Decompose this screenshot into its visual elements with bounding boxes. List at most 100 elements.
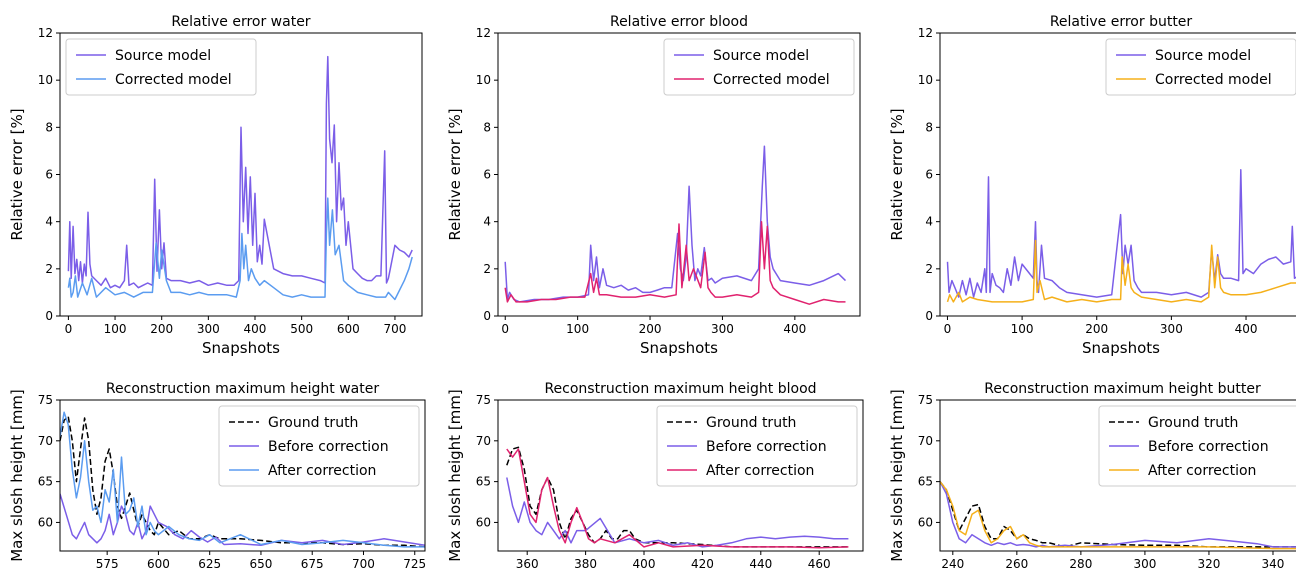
series-line-water-error-0 bbox=[67, 55, 413, 289]
x-tick-label: 200 bbox=[1085, 322, 1108, 336]
legend-label: Corrected model bbox=[115, 72, 232, 88]
chart-panel-blood-error: 0 2 4 6 8 10 12 0 100 200 300 400 Relative error blo… bbox=[446, 14, 861, 357]
y-tick-label: 2 bbox=[925, 262, 933, 276]
y-tick-label: 4 bbox=[483, 215, 491, 229]
x-tick-label: 400 bbox=[1235, 322, 1258, 336]
y-tick-label: 2 bbox=[483, 262, 491, 276]
x-tick-label: 240 bbox=[941, 557, 964, 571]
legend: Ground truth Before correction After corre… bbox=[218, 405, 420, 487]
y-tick-label: 2 bbox=[45, 262, 53, 276]
x-tick-label: 725 bbox=[403, 557, 426, 571]
y-tick-label: 60 bbox=[476, 515, 491, 529]
x-tick-label: 200 bbox=[150, 322, 173, 336]
legend-label: After correction bbox=[1148, 463, 1256, 479]
series-line-butter-height-0 bbox=[940, 481, 1296, 548]
x-axis-label: Snapshots bbox=[1082, 339, 1160, 357]
plot-frame bbox=[59, 399, 426, 552]
y-tick-label: 8 bbox=[483, 120, 491, 134]
legend-label: Source model bbox=[1155, 48, 1251, 64]
chart-panel-water-height: 60 65 70 75 575 600 625 650 675 700 725 Reconstruct… bbox=[8, 381, 426, 571]
x-tick-label: 460 bbox=[808, 557, 831, 571]
y-tick-label: 10 bbox=[476, 73, 491, 87]
x-tick-label: 700 bbox=[383, 322, 406, 336]
y-tick-label: 0 bbox=[483, 309, 491, 323]
chart-title: Relative error butter bbox=[1050, 14, 1193, 30]
y-tick-label: 10 bbox=[38, 73, 53, 87]
chart-panel-water-error: 0 2 4 6 8 10 12 0 100 200 300 400 500 600 700 Relative … bbox=[8, 14, 423, 357]
y-tick-label: 70 bbox=[476, 434, 491, 448]
x-tick-label: 400 bbox=[783, 322, 806, 336]
series-line-butter-height-1 bbox=[940, 481, 1296, 548]
y-tick-label: 6 bbox=[925, 168, 933, 182]
legend: Source model Corrected model bbox=[1105, 38, 1296, 96]
y-tick-label: 4 bbox=[45, 215, 53, 229]
chart-title: Reconstruction maximum height water bbox=[106, 381, 379, 397]
y-tick-label: 0 bbox=[45, 309, 53, 323]
y-tick-label: 65 bbox=[476, 475, 491, 489]
series-line-butter-error-0 bbox=[946, 169, 1296, 298]
y-axis-label: Relative error [%] bbox=[446, 108, 464, 240]
x-tick-label: 400 bbox=[244, 322, 267, 336]
legend-label: Corrected model bbox=[1155, 72, 1272, 88]
y-tick-label: 65 bbox=[38, 475, 53, 489]
legend-box bbox=[1105, 38, 1296, 96]
x-tick-label: 200 bbox=[639, 322, 662, 336]
y-tick-label: 8 bbox=[45, 120, 53, 134]
x-tick-label: 340 bbox=[1262, 557, 1285, 571]
series-line-butter-error-1 bbox=[946, 239, 1296, 303]
plot-frame bbox=[497, 399, 864, 552]
x-tick-label: 300 bbox=[711, 322, 734, 336]
y-tick-label: 4 bbox=[925, 215, 933, 229]
series-line-butter-height-2 bbox=[940, 481, 1296, 550]
y-tick-label: 8 bbox=[925, 120, 933, 134]
y-tick-label: 12 bbox=[38, 26, 53, 40]
x-tick-label: 0 bbox=[944, 322, 952, 336]
x-axis-label: Snapshots bbox=[202, 339, 280, 357]
chart-panel-butter-error: 0 2 4 6 8 10 12 0 100 200 300 400 Relative error but… bbox=[888, 14, 1296, 357]
legend-label: Before correction bbox=[706, 439, 827, 455]
series-line-water-height-0 bbox=[60, 415, 425, 548]
legend: Ground truth Before correction After corre… bbox=[1098, 405, 1296, 487]
legend-label: Before correction bbox=[1148, 439, 1269, 455]
x-tick-label: 300 bbox=[1133, 557, 1156, 571]
legend: Ground truth Before correction After corre… bbox=[656, 405, 858, 487]
series-line-blood-error-1 bbox=[504, 220, 846, 305]
x-tick-label: 675 bbox=[301, 557, 324, 571]
legend-label: Corrected model bbox=[713, 72, 830, 88]
y-axis-label: Relative error [%] bbox=[888, 108, 906, 240]
y-axis-label: Max slosh height [mm] bbox=[888, 389, 906, 562]
x-tick-label: 260 bbox=[1005, 557, 1028, 571]
legend-box bbox=[663, 38, 855, 96]
legend-box bbox=[656, 405, 858, 487]
y-axis-label: Relative error [%] bbox=[8, 108, 26, 240]
legend-label: After correction bbox=[268, 463, 376, 479]
x-tick-label: 0 bbox=[501, 322, 509, 336]
legend-box bbox=[1098, 405, 1296, 487]
series-line-water-error-1 bbox=[67, 197, 413, 301]
series-line-water-height-2 bbox=[60, 411, 425, 548]
x-tick-label: 440 bbox=[749, 557, 772, 571]
x-tick-label: 380 bbox=[574, 557, 597, 571]
x-tick-label: 625 bbox=[198, 557, 221, 571]
chart-panel-blood-height: 60 65 70 75 360 380 400 420 440 460 Reconstruction… bbox=[446, 381, 864, 571]
plot-frame bbox=[939, 399, 1296, 552]
x-tick-label: 700 bbox=[352, 557, 375, 571]
y-tick-label: 10 bbox=[918, 73, 933, 87]
y-axis-label: Max slosh height [mm] bbox=[8, 389, 26, 562]
y-tick-label: 75 bbox=[476, 393, 491, 407]
y-tick-label: 70 bbox=[38, 434, 53, 448]
x-tick-label: 360 bbox=[516, 557, 539, 571]
legend-box bbox=[218, 405, 420, 487]
y-tick-label: 12 bbox=[476, 26, 491, 40]
x-axis-label: Snapshots bbox=[640, 339, 718, 357]
x-tick-label: 420 bbox=[691, 557, 714, 571]
legend: Source model Corrected model bbox=[663, 38, 855, 96]
y-axis-label: Max slosh height [mm] bbox=[446, 389, 464, 562]
legend-label: Source model bbox=[115, 48, 211, 64]
x-tick-label: 575 bbox=[96, 557, 119, 571]
legend-label: Ground truth bbox=[1148, 415, 1238, 431]
x-tick-label: 100 bbox=[566, 322, 589, 336]
legend: Source model Corrected model bbox=[65, 38, 257, 96]
series-line-blood-error-0 bbox=[504, 145, 847, 303]
x-tick-label: 300 bbox=[197, 322, 220, 336]
